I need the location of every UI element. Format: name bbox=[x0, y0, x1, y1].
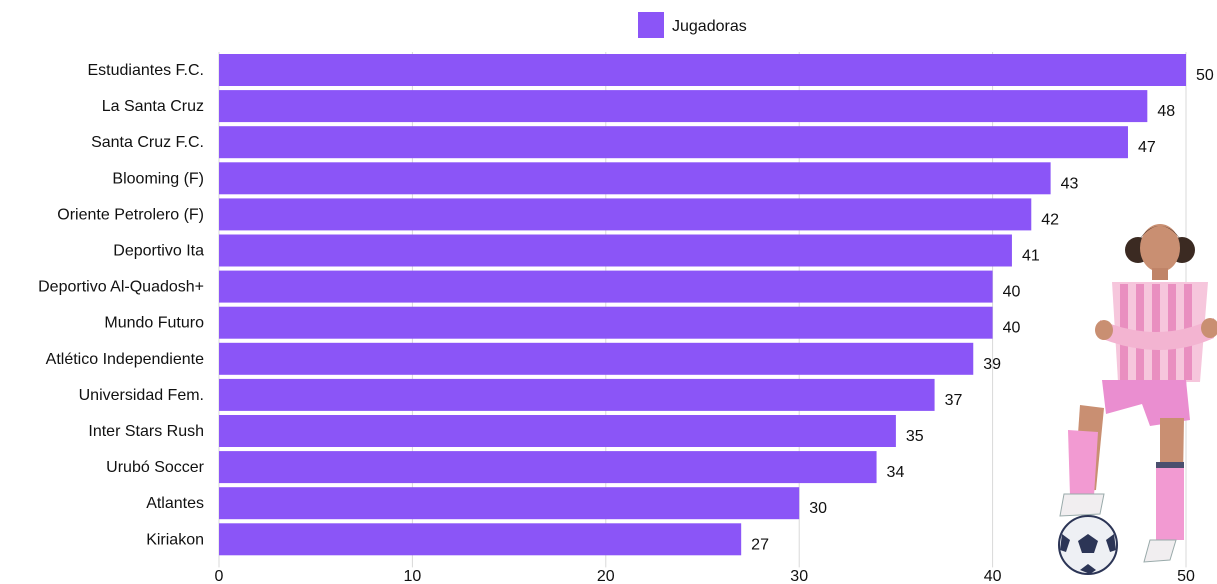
bar bbox=[219, 234, 1012, 267]
x-tick-label: 10 bbox=[404, 568, 422, 584]
data-label: 40 bbox=[1003, 320, 1021, 337]
category-label: Universidad Fem. bbox=[79, 387, 204, 404]
data-label: 40 bbox=[1003, 284, 1021, 301]
data-label: 42 bbox=[1041, 211, 1059, 228]
legend: Jugadoras bbox=[638, 12, 747, 38]
data-label: 43 bbox=[1061, 175, 1079, 192]
category-label: Atlantes bbox=[146, 495, 204, 512]
x-tick-label: 30 bbox=[790, 568, 808, 584]
category-label: Mundo Futuro bbox=[104, 315, 204, 332]
x-tick-label: 40 bbox=[984, 568, 1002, 584]
category-label: Kiriakon bbox=[146, 531, 204, 548]
bar bbox=[219, 306, 993, 339]
bar bbox=[219, 90, 1148, 123]
bar bbox=[219, 378, 935, 411]
bar bbox=[219, 415, 896, 447]
bar bbox=[219, 162, 1051, 195]
data-label: 37 bbox=[945, 392, 963, 409]
bars bbox=[219, 54, 1186, 556]
data-label: 50 bbox=[1196, 67, 1214, 84]
bar bbox=[219, 126, 1128, 159]
category-label: Inter Stars Rush bbox=[88, 423, 204, 440]
category-label: Urubó Soccer bbox=[106, 459, 204, 476]
bar bbox=[219, 270, 993, 303]
category-labels: Estudiantes F.C. La Santa Cruz Santa Cruz … bbox=[38, 62, 205, 548]
legend-swatch bbox=[638, 12, 664, 38]
category-label: Atlético Independiente bbox=[46, 351, 204, 368]
category-label: Blooming (F) bbox=[112, 170, 204, 187]
bar bbox=[219, 54, 1186, 86]
category-label: Estudiantes F.C. bbox=[88, 62, 205, 79]
data-labels: 50 48 47 43 42 41 40 40 39 37 35 34 30 27 bbox=[751, 67, 1214, 553]
bar bbox=[219, 451, 877, 484]
category-label: Santa Cruz F.C. bbox=[91, 134, 204, 151]
bar bbox=[219, 198, 1032, 231]
data-label: 35 bbox=[906, 428, 924, 445]
bar bbox=[219, 487, 800, 520]
bar bbox=[219, 342, 974, 375]
data-label: 30 bbox=[809, 500, 827, 517]
data-label: 34 bbox=[887, 464, 905, 481]
data-label: 41 bbox=[1022, 248, 1040, 265]
category-label: Oriente Petrolero (F) bbox=[57, 206, 204, 223]
category-label: La Santa Cruz bbox=[102, 98, 204, 115]
x-axis-ticks: 0 10 20 30 40 50 bbox=[215, 568, 1195, 584]
legend-label: Jugadoras bbox=[672, 18, 747, 35]
x-tick-label: 0 bbox=[215, 568, 224, 584]
category-label: Deportivo Ita bbox=[113, 243, 204, 260]
category-label: Deportivo Al-Quadosh+ bbox=[38, 279, 204, 296]
data-label: 27 bbox=[751, 536, 769, 553]
x-tick-label: 50 bbox=[1177, 568, 1195, 584]
x-tick-label: 20 bbox=[597, 568, 615, 584]
bar bbox=[219, 523, 742, 556]
soccer-player-illustration bbox=[1058, 224, 1217, 575]
data-label: 48 bbox=[1157, 103, 1175, 120]
data-label: 47 bbox=[1138, 139, 1156, 156]
data-label: 39 bbox=[983, 356, 1001, 373]
